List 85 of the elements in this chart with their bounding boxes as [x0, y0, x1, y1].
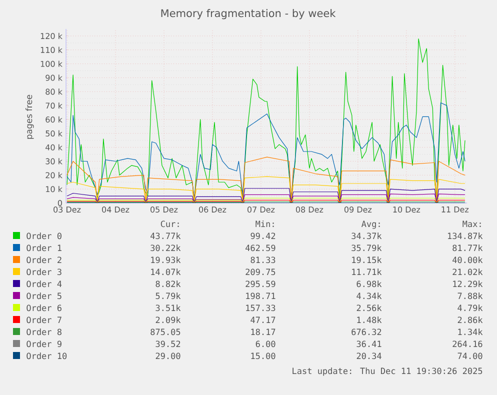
text: Min: — [256, 220, 274, 227]
x-tick-label: 03 Dez — [54, 206, 81, 213]
text: 4.79k — [458, 304, 483, 312]
text: 47.17 — [250, 316, 276, 323]
text: 7.88k — [458, 292, 483, 300]
text: 6.98k — [356, 280, 382, 288]
y-tick-label: 80 k — [46, 88, 62, 95]
text: 39.52 — [156, 340, 180, 348]
text: 1.34k — [458, 328, 483, 336]
x-tick-label: 08 Dez — [296, 206, 324, 213]
text: 2.09k — [156, 316, 181, 324]
y-tick-label: 20 k — [46, 172, 62, 178]
text: 11.71k — [352, 268, 382, 275]
legend-label: Order 7 — [26, 316, 62, 324]
legend-label: Order 4 — [26, 280, 62, 288]
text: 43.77k — [150, 232, 181, 240]
text: 35.79k — [352, 244, 382, 252]
y-tick-label: 70 k — [46, 102, 62, 109]
text: 34.37k — [352, 232, 382, 240]
text: 295.59 — [246, 280, 276, 288]
text: 5.79k — [156, 292, 181, 300]
y-tick-label: 100 k — [40, 60, 62, 67]
text: 8.82k — [156, 280, 181, 288]
legend-label: Order 9 — [26, 340, 62, 348]
text: 14.07k — [151, 268, 181, 276]
text: 3.51k — [156, 304, 181, 312]
text: 2.56k — [356, 304, 382, 312]
text: 18.17 — [251, 328, 276, 336]
legend-label: Order 0 — [26, 232, 62, 240]
text: 209.75 — [246, 268, 276, 276]
text: 875.05 — [150, 328, 180, 336]
x-tick-label: 06 Dez — [199, 206, 226, 213]
y-tick-label: 10 k — [46, 186, 62, 192]
y-tick-label: 30 k — [46, 158, 62, 164]
text: 99.42 — [250, 232, 276, 240]
y-tick-label: 90 k — [46, 74, 62, 81]
text: 15.00 — [251, 352, 276, 360]
text: 134.87k — [448, 232, 483, 240]
text: 676.32 — [352, 328, 382, 336]
text: 36.41 — [356, 340, 382, 348]
x-tick-label: 05 Dez — [150, 206, 178, 213]
text: 6.00 — [256, 340, 276, 348]
text: 30.22k — [150, 244, 181, 252]
y-axis-title: pages free — [26, 94, 34, 139]
x-tick-label: 11 Dez — [442, 206, 469, 212]
text: 12.29k — [453, 280, 483, 288]
legend-label: Order 5 — [26, 292, 62, 300]
y-tick-label: 0 — [58, 200, 62, 206]
x-tick-label: 04 Dez — [102, 206, 130, 213]
y-tick-label: 50 k — [46, 130, 62, 136]
text: 157.33 — [246, 304, 276, 312]
text: 264.16 — [452, 340, 482, 348]
text: 20.34 — [356, 352, 382, 360]
line-series — [66, 102, 466, 198]
text: 74.00 — [458, 352, 482, 360]
text: 462.59 — [246, 244, 276, 252]
text: 19.93k — [151, 256, 181, 264]
text: 29.00 — [156, 352, 180, 360]
text: 4.34k — [356, 292, 382, 300]
chart-title: Memory fragmentation - by week — [161, 9, 336, 20]
y-tick-label: 60 k — [46, 116, 62, 123]
text: 21.02k — [452, 268, 483, 276]
legend-label: Order 8 — [26, 328, 62, 336]
y-tick-label: 40 k — [46, 144, 62, 150]
text: 81.77k — [452, 244, 483, 252]
legend-label: Order 6 — [26, 304, 62, 312]
x-tick-label: 10 Dez — [393, 206, 420, 213]
legend-label: Order 3 — [26, 268, 62, 276]
y-tick-label: 120 k — [40, 32, 62, 40]
text: Last update: Thu Dec 11 19:30:26 2025 — [292, 368, 482, 376]
text: 19.15k — [352, 256, 382, 264]
text: 81.33 — [250, 256, 276, 264]
text: 40.00k — [452, 256, 483, 264]
text: Avg: — [361, 220, 380, 229]
text: 2.86k — [458, 316, 483, 324]
x-tick-label: 09 Dez — [344, 206, 372, 213]
legend-label: Order 2 — [26, 256, 62, 264]
text: 198.71 — [246, 292, 276, 300]
text: 1.48k — [357, 316, 382, 324]
text: Cur: — [160, 220, 179, 228]
y-tick-label: 110 k — [40, 46, 62, 53]
x-tick-label: 07 Dez — [247, 206, 275, 213]
text: Max: — [462, 220, 481, 228]
legend-label: Order 10 — [26, 352, 67, 360]
legend-label: Order 1 — [26, 244, 62, 252]
